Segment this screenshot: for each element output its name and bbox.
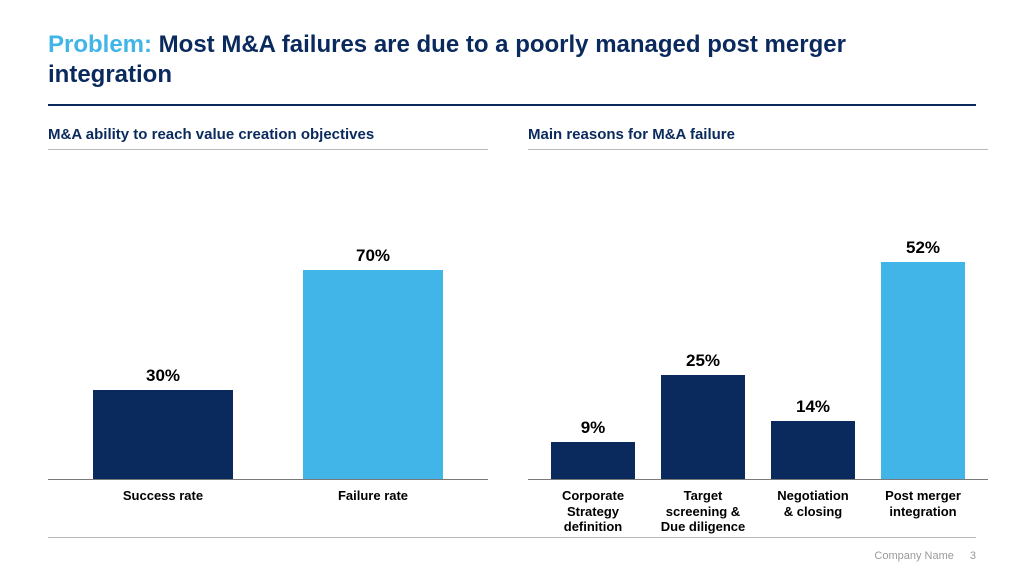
left-panel: M&A ability to reach value creation obje…	[48, 126, 488, 535]
bar-group: 52%	[868, 160, 978, 480]
footer-rule	[48, 537, 976, 538]
left-panel-rule	[48, 149, 488, 150]
bar-label: Post merger integration	[868, 488, 978, 535]
bar-rect	[881, 262, 965, 480]
bar-rect	[661, 375, 745, 480]
right-labels-row: Corporate Strategy definitionTarget scre…	[528, 480, 988, 535]
bar-value: 70%	[356, 246, 390, 266]
left-chart-area: 30% 70%	[48, 160, 488, 480]
slide: Problem: Most M&A failures are due to a …	[0, 0, 1024, 576]
bar-group: 14%	[758, 160, 868, 480]
bar-label: Failure rate	[268, 488, 478, 504]
bar-label: Target screening & Due diligence	[648, 488, 758, 535]
slide-title: Problem: Most M&A failures are due to a …	[48, 30, 976, 90]
bar-value: 25%	[686, 351, 720, 371]
bar-group: 30%	[58, 160, 268, 480]
footer-page: 3	[970, 550, 976, 562]
title-prefix: Problem:	[48, 31, 152, 58]
bar-rect	[771, 421, 855, 480]
footer-company: Company Name	[874, 550, 953, 562]
bar-value: 30%	[146, 366, 180, 386]
right-panel-rule	[528, 149, 988, 150]
title-rule	[48, 104, 976, 106]
bar-rect	[303, 270, 443, 480]
charts-row: M&A ability to reach value creation obje…	[48, 126, 976, 535]
bar-group: 25%	[648, 160, 758, 480]
right-baseline	[528, 479, 988, 480]
bar-label: Corporate Strategy definition	[538, 488, 648, 535]
left-panel-title: M&A ability to reach value creation obje…	[48, 126, 488, 149]
right-panel-title: Main reasons for M&A failure	[528, 126, 988, 149]
bar-rect	[93, 390, 233, 480]
bar-label: Success rate	[58, 488, 268, 504]
bar-value: 9%	[581, 418, 606, 438]
left-labels-row: Success rateFailure rate	[48, 480, 488, 504]
left-baseline	[48, 479, 488, 480]
footer: Company Name 3	[874, 550, 976, 562]
bar-group: 9%	[538, 160, 648, 480]
bar-label: Negotiation & closing	[758, 488, 868, 535]
bar-rect	[551, 442, 635, 480]
title-row: Problem: Most M&A failures are due to a …	[48, 30, 976, 90]
bar-value: 52%	[906, 238, 940, 258]
right-chart-area: 9% 25% 14% 52%	[528, 160, 988, 480]
right-panel: Main reasons for M&A failure 9% 25% 14% 52%…	[528, 126, 988, 535]
bar-value: 14%	[796, 397, 830, 417]
bar-group: 70%	[268, 160, 478, 480]
title-rest: Most M&A failures are due to a poorly ma…	[48, 31, 846, 88]
